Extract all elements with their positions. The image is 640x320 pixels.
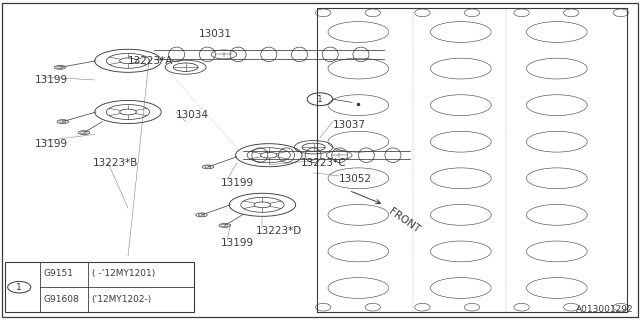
Text: FRONT: FRONT: [387, 206, 422, 235]
Text: A013001292: A013001292: [576, 305, 634, 314]
Text: 1: 1: [317, 95, 323, 104]
Text: 13223*B: 13223*B: [93, 158, 138, 168]
Text: 13199: 13199: [221, 178, 254, 188]
Text: 13223*C: 13223*C: [301, 158, 346, 168]
Text: 13034: 13034: [176, 110, 209, 120]
Text: 13199: 13199: [35, 139, 68, 149]
Text: 13031: 13031: [198, 29, 232, 39]
Text: 1: 1: [17, 283, 22, 292]
Text: G91608: G91608: [44, 295, 79, 304]
Text: G9151: G9151: [44, 269, 74, 278]
Text: 13199: 13199: [221, 238, 254, 248]
Text: 13052: 13052: [339, 174, 372, 184]
Text: ( -’12MY1201): ( -’12MY1201): [92, 269, 155, 278]
Text: 13223*D: 13223*D: [256, 226, 302, 236]
Text: (’12MY1202-): (’12MY1202-): [92, 295, 152, 304]
Text: 13199: 13199: [35, 75, 68, 85]
Text: 13223*A: 13223*A: [128, 56, 173, 66]
Text: 13037: 13037: [333, 120, 366, 130]
